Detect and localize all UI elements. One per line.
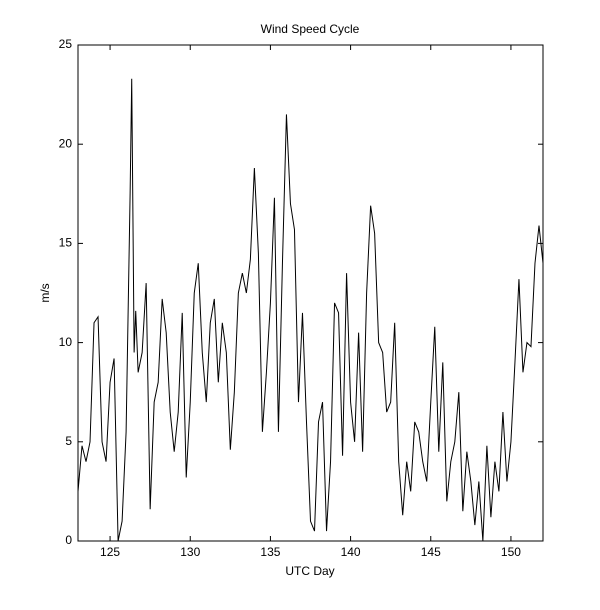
y-tick-label: 15 (59, 236, 73, 250)
x-tick-label: 130 (180, 545, 200, 559)
y-tick-label: 0 (65, 533, 72, 547)
chart-title: Wind Speed Cycle (261, 22, 360, 36)
y-tick-label: 5 (65, 434, 72, 448)
data-line (77, 78, 544, 542)
x-tick-label: 145 (421, 545, 441, 559)
y-tick-label: 10 (59, 335, 73, 349)
y-tick-label: 25 (59, 37, 73, 51)
x-tick-label: 140 (341, 545, 361, 559)
plot-frame (77, 44, 544, 542)
y-axis-label: m/s (38, 283, 52, 302)
x-tick-label: 135 (260, 545, 280, 559)
x-tick-label: 125 (100, 545, 120, 559)
y-tick-label: 20 (59, 136, 73, 150)
x-axis-label: UTC Day (285, 564, 334, 578)
x-tick-label: 150 (501, 545, 521, 559)
